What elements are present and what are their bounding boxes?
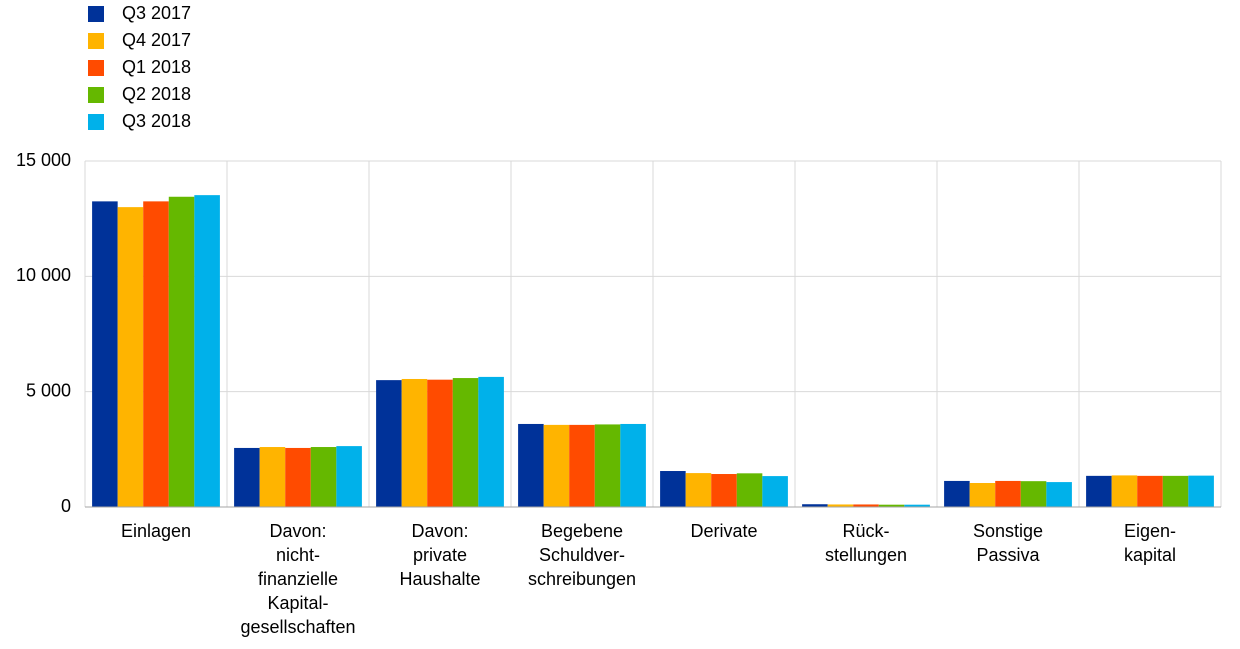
bar [427, 379, 453, 507]
bar [762, 476, 788, 507]
bar [853, 504, 879, 507]
x-tick-label: Davon: private Haushalte [399, 521, 480, 589]
bar [594, 424, 621, 507]
bar [969, 483, 996, 507]
bar [1188, 475, 1214, 507]
bar [168, 196, 195, 507]
bar [1162, 475, 1189, 507]
legend-label: Q4 2017 [122, 30, 191, 50]
x-tick-label: Einlagen [121, 521, 191, 541]
bar [1086, 475, 1112, 507]
bar [376, 380, 402, 507]
legend-swatch [88, 87, 104, 103]
bar [117, 207, 144, 507]
bar [944, 480, 970, 507]
bar [1046, 482, 1072, 507]
y-tick-label: 10 000 [16, 265, 71, 285]
x-tick-label: Derivate [690, 521, 757, 541]
legend-label: Q3 2017 [122, 3, 191, 23]
legend-swatch [88, 33, 104, 49]
legend-swatch [88, 114, 104, 130]
bar [736, 473, 763, 507]
legend-label: Q1 2018 [122, 57, 191, 77]
bar [194, 195, 220, 507]
y-tick-label: 0 [61, 496, 71, 516]
x-tick-label: Rück-stellungen [825, 521, 907, 565]
y-tick-label: 15 000 [16, 150, 71, 170]
x-tick-label: Eigen-kapital [1124, 521, 1176, 565]
bar [802, 504, 828, 507]
bar [620, 423, 646, 507]
bar [995, 480, 1021, 507]
bar [234, 447, 260, 507]
bar [1137, 475, 1163, 507]
bar [285, 447, 311, 507]
bar [569, 424, 595, 507]
x-tick-label: Begebene Schuldver-schreibungen [528, 521, 636, 589]
bar [401, 378, 428, 507]
bar [904, 504, 930, 507]
legend-swatch [88, 6, 104, 22]
bar [543, 424, 570, 507]
legend-label: Q2 2018 [122, 84, 191, 104]
bar [1020, 481, 1047, 507]
x-tick-label: Davon: nicht-finanzielle Kapital-gesellsch… [240, 521, 355, 637]
bar [827, 504, 854, 507]
legend-swatch [88, 60, 104, 76]
y-tick-label: 5 000 [26, 380, 71, 400]
bar [259, 447, 286, 507]
bar [452, 378, 479, 507]
x-tick-label: Sonstige Passiva [973, 521, 1043, 565]
bar [711, 474, 737, 507]
bar [478, 376, 504, 507]
bar [518, 423, 544, 507]
bar [310, 447, 337, 507]
bar [143, 201, 169, 507]
legend-label: Q3 2018 [122, 111, 191, 131]
bar [92, 201, 118, 507]
bar [685, 473, 712, 507]
bar [336, 446, 362, 507]
bar [878, 504, 905, 507]
bar [1111, 475, 1138, 507]
bar [660, 471, 686, 507]
